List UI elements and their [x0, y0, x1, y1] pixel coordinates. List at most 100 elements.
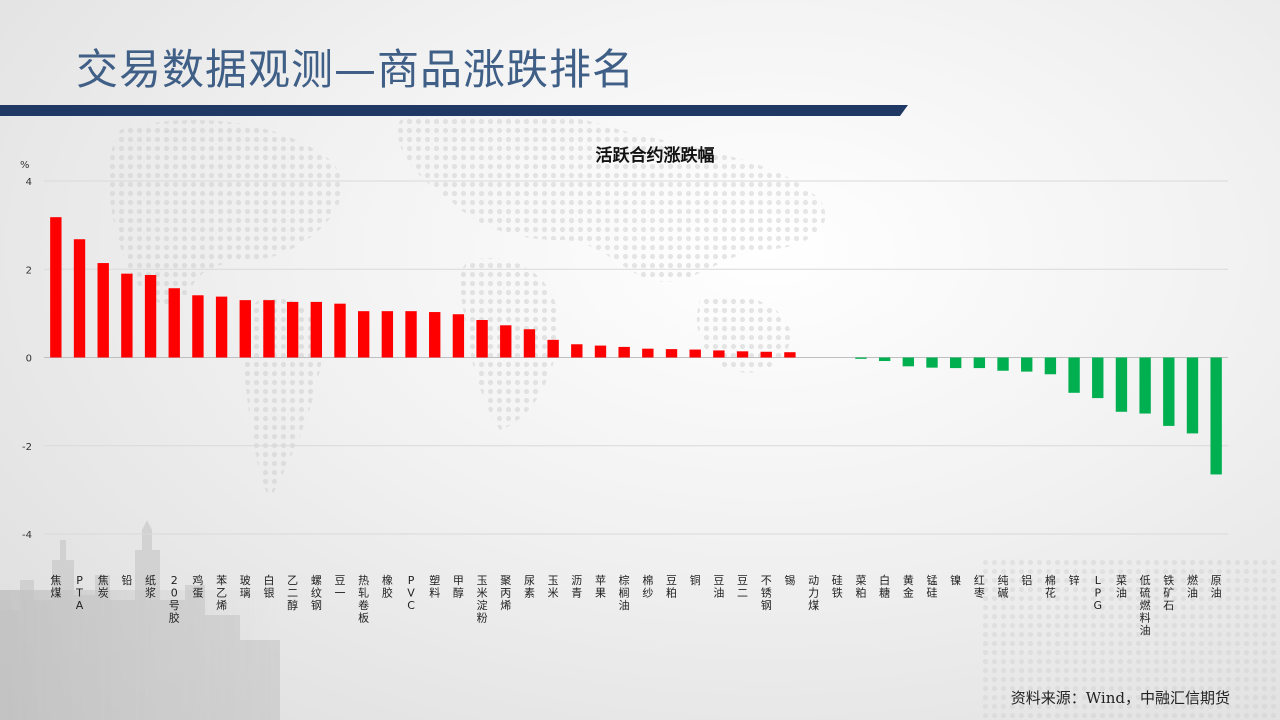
x-category-label: 锌 [1069, 573, 1080, 587]
bar-30 [760, 351, 772, 358]
bar-2 [97, 263, 109, 358]
x-category-label: 菜油 [1116, 574, 1127, 600]
x-category-label: 豆二 [737, 574, 748, 600]
bar-16 [429, 312, 441, 358]
x-category-label: 白糖 [879, 573, 890, 600]
bar-46 [1139, 357, 1151, 414]
bar-42 [1044, 357, 1057, 375]
x-category-label: 豆一 [335, 574, 346, 600]
bar-14 [381, 311, 394, 358]
x-category-label: 塑料 [429, 573, 440, 600]
bar-1 [73, 239, 86, 358]
x-category-label: 白银 [263, 573, 274, 600]
bar-21 [547, 339, 559, 358]
bar-26 [665, 349, 678, 358]
x-category-label: 鸡蛋 [192, 573, 203, 600]
bar-38 [949, 357, 962, 369]
bar-35 [878, 357, 891, 362]
y-tick-label: -4 [22, 530, 32, 541]
bar-37 [926, 357, 938, 368]
bar-4 [144, 274, 157, 358]
x-category-label: 乙二醇 [287, 574, 298, 612]
bar-0 [50, 217, 62, 358]
y-axis-unit: % [20, 160, 30, 171]
bar-40 [997, 357, 1009, 371]
bar-10 [286, 301, 299, 358]
x-category-label: 豆粕 [666, 574, 677, 600]
bar-23 [594, 345, 607, 358]
x-category-label: 棕榈油 [619, 573, 630, 612]
x-category-label: 铜 [690, 573, 701, 587]
x-category-label: 动力煤 [808, 574, 819, 612]
bar-36 [902, 357, 915, 367]
chart-title: 活跃合约涨跌幅 [595, 146, 715, 166]
x-category-label: 沥青 [571, 574, 582, 600]
y-tick-label: 2 [26, 265, 32, 276]
x-category-label: 铁矿石 [1163, 574, 1174, 612]
x-category-label: 锰硅 [927, 573, 938, 600]
bar-43 [1068, 357, 1080, 393]
bar-9 [263, 300, 275, 358]
bar-7 [215, 296, 228, 358]
x-category-label: 棉花 [1045, 573, 1056, 600]
x-category-label: 不锈钢 [761, 574, 772, 612]
bar-15 [405, 311, 417, 358]
bar-34 [855, 357, 867, 359]
bar-24 [618, 346, 630, 358]
bar-29 [736, 351, 749, 358]
bar-41 [1021, 357, 1033, 372]
bar-31 [784, 352, 796, 358]
x-category-label: 热轧卷板 [358, 574, 369, 625]
bar-6 [192, 295, 204, 358]
bar-3 [121, 273, 133, 358]
bar-27 [689, 349, 701, 358]
bar-25 [642, 348, 654, 358]
x-category-label: 红枣 [974, 574, 985, 600]
bar-22 [571, 344, 583, 358]
x-category-label: 聚丙烯 [500, 574, 511, 612]
x-category-label: 焦煤 [50, 574, 61, 600]
bar-39 [973, 357, 986, 369]
bar-45 [1115, 357, 1128, 412]
x-category-label: 原油 [1211, 574, 1222, 600]
bar-11 [310, 301, 323, 358]
x-category-label: 黄金 [903, 573, 914, 600]
x-category-label: 玉米淀粉 [477, 574, 488, 625]
y-tick-label: 4 [26, 177, 32, 188]
x-category-label: 甲醇 [453, 574, 464, 600]
x-category-label: 棉纱 [642, 573, 653, 600]
y-axis-ticks: 4 2 0 -2 -4 [22, 177, 32, 541]
x-category-label: 菜粕 [855, 574, 866, 600]
bar-47 [1163, 357, 1175, 426]
x-category-label: 铝 [1021, 573, 1032, 587]
bar-49 [1210, 357, 1222, 475]
x-category-label: 纯碱 [998, 574, 1009, 600]
x-category-label: 玉米 [548, 574, 559, 600]
x-category-label: 橡胶 [382, 574, 393, 600]
y-tick-label: -2 [22, 442, 32, 453]
bar-12 [334, 303, 346, 358]
x-category-label: 苹果 [595, 573, 606, 600]
bar-18 [476, 319, 488, 358]
x-category-label: 纸浆 [145, 574, 156, 600]
source-note: 资料来源：Wind，中融汇信期货 [1010, 689, 1230, 707]
x-category-label: 锡 [784, 573, 795, 587]
bar-17 [452, 314, 465, 358]
x-category-label: 玻璃 [240, 574, 251, 600]
x-category-label: 镍 [950, 573, 961, 587]
bars [50, 217, 1222, 475]
x-category-label: 焦炭 [98, 574, 109, 600]
x-category-label: 燃油 [1187, 573, 1198, 600]
x-category-label: 2 0 号胶 [169, 574, 180, 625]
bar-48 [1186, 357, 1199, 434]
bar-20 [523, 329, 536, 358]
bar-19 [500, 325, 512, 358]
x-category-label: 豆油 [713, 574, 724, 600]
bar-28 [713, 350, 725, 358]
bar-5 [168, 288, 180, 358]
